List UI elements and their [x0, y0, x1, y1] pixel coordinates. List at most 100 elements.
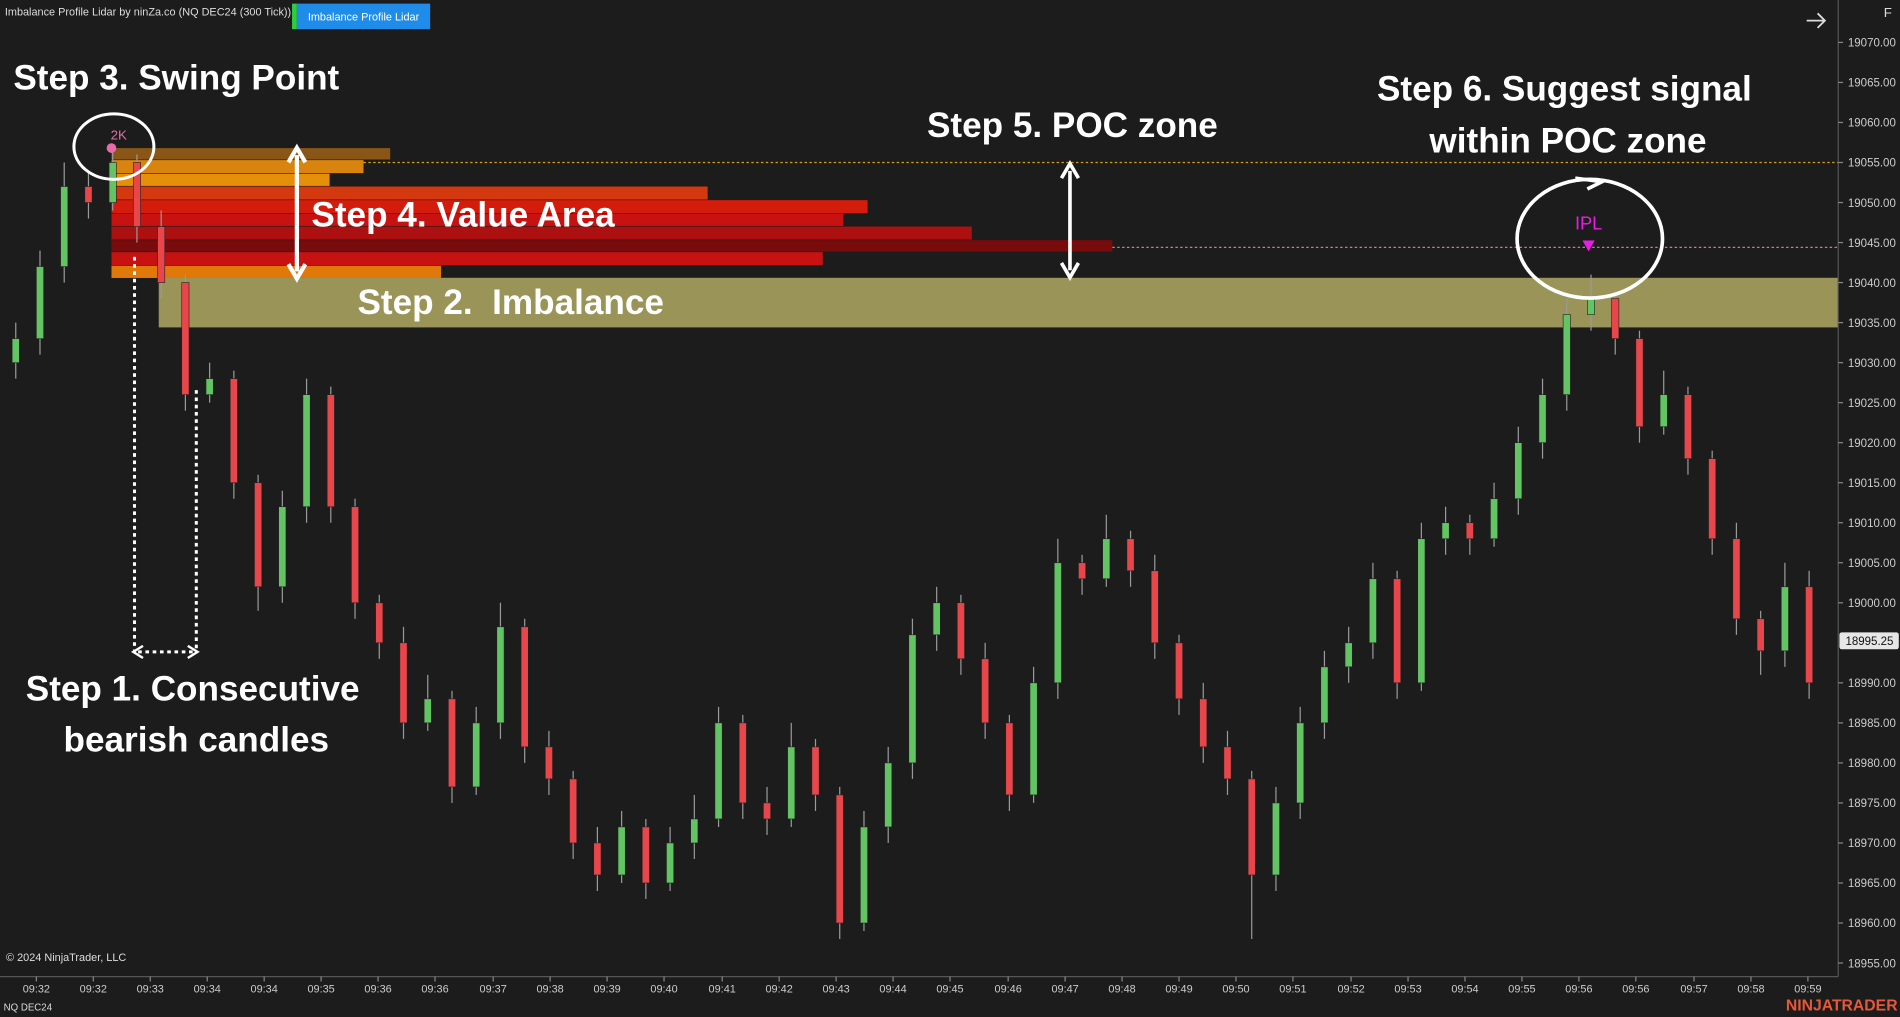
x-tick-label: 09:34 [251, 983, 278, 995]
step-label: within POC zone [1428, 122, 1706, 161]
candle-body [1272, 802, 1280, 876]
profile-bar [111, 200, 868, 214]
profile-bar [111, 160, 364, 174]
candle-body [60, 186, 69, 267]
corner-label[interactable]: F [1884, 5, 1892, 20]
candle-body [1005, 722, 1014, 796]
candle-body [375, 602, 384, 644]
scroll-arrow[interactable] [1806, 12, 1827, 29]
candle-body [666, 842, 675, 884]
price-marker [1839, 632, 1899, 650]
candle-body [448, 698, 456, 788]
profile-bar [111, 173, 330, 186]
x-tick-label: 09:54 [1451, 983, 1478, 995]
x-tick-label: 09:51 [1279, 983, 1306, 995]
button-label[interactable]: Imbalance Profile Lidar [308, 12, 420, 24]
candle-body [84, 186, 93, 203]
candle-body [1053, 562, 1062, 684]
y-tick-label: 19065.00 [1848, 78, 1896, 90]
candle-body [1538, 394, 1547, 443]
y-tick-label: 18975.00 [1848, 798, 1896, 810]
candle-body [617, 826, 626, 876]
circle-tail [1575, 176, 1608, 191]
y-tick-label: 18960.00 [1848, 918, 1896, 930]
step-label: Step 3. Swing Point [13, 59, 339, 98]
candle-body [496, 626, 505, 724]
x-tick-label: 09:56 [1565, 983, 1592, 995]
x-tick-label: 09:52 [1337, 983, 1364, 995]
candle-body [787, 746, 796, 820]
signal-triangle [1582, 240, 1595, 252]
candle-body [229, 378, 238, 484]
x-tick-label: 09:55 [1508, 983, 1535, 995]
step-label: Step 4. Value Area [311, 196, 615, 235]
double-arrow [286, 143, 308, 283]
y-tick-label: 18970.00 [1848, 838, 1896, 850]
y-tick-label: 19055.00 [1848, 158, 1896, 170]
x-tick-label: 09:47 [1051, 983, 1078, 995]
y-tick-label: 19025.00 [1848, 398, 1896, 410]
candle-body [181, 282, 190, 395]
x-tick-label: 09:59 [1794, 983, 1821, 995]
candle-body [36, 266, 44, 339]
y-tick-label: 19030.00 [1848, 358, 1896, 370]
swing-dot [106, 143, 117, 153]
candle-body [1102, 538, 1111, 580]
annotations: Step 3. Swing Point Step 4. Value Area S… [13, 59, 1751, 760]
candle-body [278, 506, 287, 588]
x-tick-label: 09:57 [1680, 983, 1707, 995]
candle-body [932, 602, 941, 636]
profile-bar [111, 265, 442, 278]
candle-body [1344, 642, 1353, 668]
candle-body [1441, 522, 1450, 540]
candle-body [1562, 314, 1571, 395]
candle-body [908, 634, 917, 764]
y-tick-label: 19060.00 [1848, 118, 1896, 130]
copyright: © 2024 NinjaTrader, LLC [6, 952, 126, 964]
x-tick-label: 09:46 [995, 983, 1022, 995]
x-tick-label: 09:56 [1622, 983, 1649, 995]
candle-body [1805, 586, 1814, 684]
x-tick-label: 09:58 [1737, 983, 1764, 995]
x-tick-label: 09:38 [536, 983, 563, 995]
x-tick-label: 09:49 [1165, 983, 1192, 995]
candle-body [860, 826, 868, 924]
candle-body [108, 162, 117, 203]
candle-body [1780, 586, 1789, 652]
double-arrow [1059, 159, 1081, 282]
candle-body [1175, 642, 1183, 700]
y-tick-label: 19010.00 [1848, 518, 1896, 530]
candle-body [1320, 666, 1329, 724]
candle-body [738, 722, 747, 804]
candle-body [835, 794, 844, 924]
candle-body [1078, 562, 1087, 580]
y-tick-label: 19070.00 [1848, 38, 1896, 50]
x-tick-label: 09:41 [709, 983, 736, 995]
candle-body [11, 338, 20, 363]
candle-body [1684, 394, 1692, 460]
candle-body [763, 802, 771, 820]
y-tick-label: 19015.00 [1848, 478, 1896, 490]
imbalance-zone [158, 277, 1839, 328]
x-tick-label: 09:36 [421, 983, 448, 995]
button-strip [292, 3, 297, 30]
y-tick-label: 19045.00 [1848, 238, 1896, 250]
x-tick-label: 09:37 [480, 983, 507, 995]
x-tick-label: 09:48 [1108, 983, 1135, 995]
indicator-button[interactable] [296, 3, 431, 30]
x-tick-label: 09:35 [307, 983, 334, 995]
x-tick-label: 09:33 [137, 983, 164, 995]
candle-body [811, 746, 820, 796]
circle [72, 112, 156, 181]
candle-body [1635, 338, 1644, 427]
x-tick-label: 09:36 [364, 983, 391, 995]
candle-body [1029, 682, 1038, 796]
y-tick-label: 19040.00 [1848, 278, 1896, 290]
x-tick-label: 09:44 [879, 983, 906, 995]
y-tick-label: 18980.00 [1848, 758, 1896, 770]
y-tick-label: 18990.00 [1848, 678, 1896, 690]
candle-body [1199, 698, 1208, 748]
y-tick-label: 19020.00 [1848, 438, 1896, 450]
candle-body [302, 394, 311, 508]
